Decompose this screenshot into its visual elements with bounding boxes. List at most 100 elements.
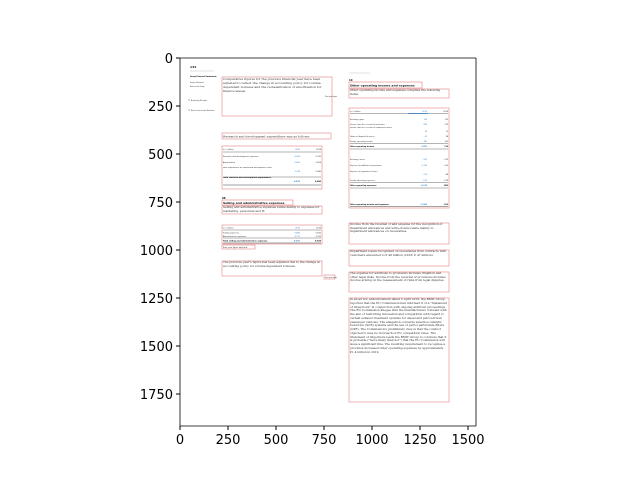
table-cell: –161 — [423, 159, 427, 161]
table-cell: –883 — [443, 185, 448, 187]
table-cell: –1,667 — [294, 162, 301, 164]
table-header: 2018 — [316, 149, 322, 151]
paragraph: In an ad hoc announcement dated 5 April … — [350, 298, 447, 354]
table-cell: 98 — [446, 136, 449, 138]
paragraph: The expense for additions to provisions … — [350, 272, 446, 283]
table-cell: 2,980 — [316, 171, 322, 173]
document-page: 134 Group Financial Statements Income St… — [188, 65, 450, 403]
section-title: Selling and administrative expenses — [223, 201, 285, 205]
table-cell: –48 — [445, 174, 449, 176]
intro-paragraph: Comparative figures for the previous fin… — [223, 77, 322, 94]
x-tick-label: 250 — [216, 433, 241, 448]
x-tick-label: 0 — [176, 433, 184, 448]
margin-note: Prior year figure — [325, 95, 337, 98]
section-title: Other operating income and expenses — [350, 84, 415, 88]
table-cell: –125 — [444, 159, 448, 161]
table-cell: 5,690 — [316, 233, 322, 235]
table-cell: –229 — [423, 180, 428, 182]
table-cell: 6,419 — [295, 156, 301, 158]
axes-frame — [179, 57, 477, 427]
paragraph: Impairment losses recognised on receivab… — [350, 250, 447, 257]
x-tick-label: 750 — [312, 433, 337, 448]
table-cell: 5,320 — [316, 156, 322, 158]
table-cell: Expense for additions to provisions — [350, 164, 382, 167]
table-cell: New expenditure for capitalised developm… — [223, 167, 272, 169]
section-paragraph: Selling and administrative expenses rela… — [223, 206, 320, 213]
table-cell: 461 — [424, 141, 427, 143]
table-header: 2018 — [443, 111, 449, 113]
table-cell: 1,251 — [421, 146, 427, 148]
table-cell: 12 — [446, 131, 448, 133]
side-navigation: Group Financial Statements Income Statem… — [188, 75, 217, 112]
table-cell: Other operating income — [350, 145, 375, 148]
table-header: 2019 — [295, 149, 301, 151]
table-header: 2018 — [316, 228, 322, 230]
sa-table: in € million 2019 2018 Selling expenses … — [223, 228, 322, 244]
table-cell: Other operating income and expenses — [350, 203, 389, 206]
table-cell: –1,414 — [315, 162, 322, 164]
table-cell: Exchange gains — [350, 119, 364, 121]
y-axis: 0 250 500 750 1000 1250 1500 1750 — [140, 52, 180, 403]
table-cell: Selling expenses — [223, 233, 239, 235]
table-header: in € million — [223, 149, 234, 151]
table-cell: –105 — [444, 165, 448, 167]
table-cell: 3,720 — [316, 236, 322, 238]
table-cell: 9,367 — [294, 241, 301, 243]
section-number: 10 — [349, 78, 353, 82]
x-tick-label: 1500 — [451, 433, 484, 448]
research-note: Research and development expenditure was… — [223, 135, 310, 139]
table-header: in € million — [223, 228, 234, 230]
table-cell: Total selling and administrative expense… — [223, 240, 268, 243]
y-tick-label: 1750 — [140, 388, 173, 403]
table-cell: Income from the reversal of provisions — [350, 123, 385, 126]
table-cell: 5,860 — [295, 233, 301, 235]
table-header: 2019 — [295, 228, 301, 230]
table-cell: Administrative expenses — [223, 235, 246, 238]
other-operating-table: in € million 2019 2018 Exchange gains 10… — [350, 111, 449, 207]
side-nav-item: Notes to the Income Statement — [191, 109, 215, 112]
table-cell: Other operating expenses — [350, 184, 376, 187]
prior-year-note: Prior year figure adjusted. — [223, 246, 248, 249]
table-cell: 2,124 — [295, 171, 301, 173]
side-nav-item: Group Financial Statements — [190, 75, 217, 78]
table-cell: Amortisation — [223, 161, 236, 164]
x-tick-label: 500 — [264, 433, 289, 448]
y-tick-label: 1250 — [140, 292, 173, 307]
y-tick-label: 1500 — [140, 340, 173, 355]
table-cell: 714 — [444, 146, 449, 148]
table-cell: Expense for impairment losses — [350, 170, 378, 173]
table-cell: 6,876 — [294, 181, 301, 183]
table-cell: 519 — [445, 124, 449, 126]
y-tick-label: 750 — [148, 196, 173, 211]
table-cell: Research and development expenses — [223, 155, 258, 158]
table-header: 2019 — [422, 111, 428, 113]
y-tick-label: 1000 — [140, 244, 173, 259]
margin-note: Prior year figure — [325, 276, 337, 279]
table-cell: Sundry operating expenses — [350, 179, 375, 182]
table-cell: –2,210 — [420, 185, 427, 187]
table-cell: 332 — [445, 141, 448, 143]
table-cell: –1,733 — [421, 165, 427, 167]
side-nav-item: Notes to the Group — [190, 85, 204, 88]
table-cell: –278 — [444, 180, 449, 182]
table-cell: Income from the reversal of impairment l… — [350, 127, 393, 129]
table-cell: Total research and development expenditu… — [223, 177, 271, 179]
table-cell: Exchange losses — [350, 159, 365, 161]
bottom-paragraph: The previous year's figure has been adju… — [223, 261, 320, 268]
y-tick-label: 500 — [148, 148, 173, 163]
x-tick-label: 1250 — [403, 433, 436, 448]
paragraph: Income from the reversal of and expense … — [350, 223, 443, 234]
table-cell: 833 — [424, 124, 427, 126]
y-tick-label: 0 — [165, 52, 173, 67]
table-cell: 109 — [424, 119, 428, 121]
x-axis: 0 250 500 750 1000 1250 1500 — [176, 426, 485, 448]
table-header: in € million — [350, 111, 361, 113]
side-nav-item: Accounting Principles — [191, 99, 207, 102]
section-number: 08 — [222, 196, 226, 200]
table-cell: Sundry operating income — [350, 140, 374, 143]
side-nav-item: Income Statement — [190, 81, 204, 84]
page-number: 134 — [190, 65, 196, 69]
rd-table: in € million 2019 2018 Research and deve… — [223, 149, 322, 186]
table-cell: 14 — [425, 131, 428, 133]
